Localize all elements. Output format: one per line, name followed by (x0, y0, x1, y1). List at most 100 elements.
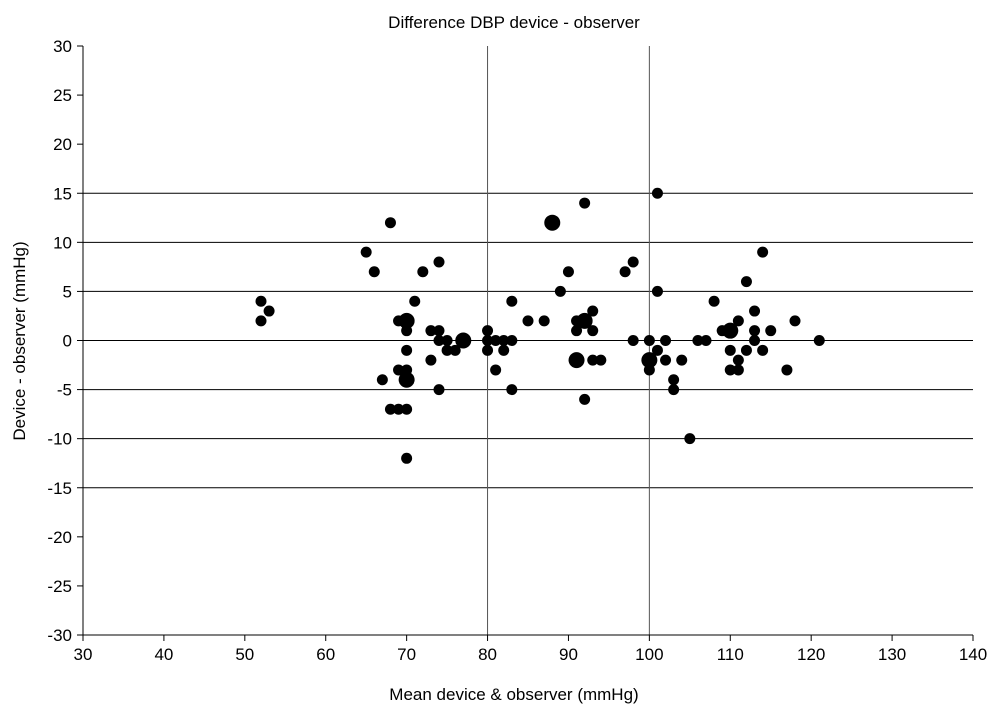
data-point (579, 393, 591, 405)
data-point (587, 325, 599, 337)
data-point (425, 325, 437, 337)
data-point (506, 335, 518, 346)
data-point (433, 256, 445, 268)
y-tick-label: -10 (47, 430, 72, 449)
data-point (724, 344, 736, 356)
y-tick-label: 20 (53, 135, 72, 154)
data-point (684, 433, 696, 445)
data-point (732, 364, 744, 376)
data-point (409, 295, 421, 307)
data-point (568, 352, 585, 369)
y-tick-label: 10 (53, 233, 72, 252)
data-point (651, 285, 663, 297)
x-tick-label: 120 (797, 645, 825, 664)
data-point (627, 256, 639, 268)
data-point (643, 364, 655, 376)
data-point (757, 246, 769, 258)
data-point (401, 403, 413, 415)
data-point (538, 315, 550, 327)
data-point (660, 354, 672, 366)
data-point (393, 364, 405, 376)
data-point (506, 295, 518, 307)
data-point (587, 354, 599, 366)
y-tick-label: 15 (53, 184, 72, 203)
data-point (781, 364, 793, 376)
x-tick-label: 140 (959, 645, 987, 664)
x-tick-label: 60 (316, 645, 335, 664)
x-tick-label: 110 (717, 645, 744, 664)
data-point (498, 335, 510, 346)
data-point (676, 354, 688, 366)
data-point (506, 384, 518, 396)
data-point (562, 266, 574, 278)
data-point (749, 305, 761, 317)
data-point (393, 403, 405, 415)
data-point (401, 452, 413, 464)
y-tick-label: 25 (53, 86, 72, 105)
data-point (401, 325, 413, 337)
data-point (482, 335, 494, 346)
data-point (740, 276, 752, 288)
y-tick-label: 30 (53, 37, 72, 56)
data-point (692, 335, 704, 346)
data-point (490, 364, 502, 376)
data-point (263, 305, 275, 317)
data-point (789, 315, 801, 327)
data-point (368, 266, 380, 278)
y-tick-label: -20 (47, 528, 72, 547)
data-point (757, 344, 769, 356)
data-point (441, 335, 453, 346)
points-layer (255, 187, 825, 464)
data-point (668, 374, 680, 386)
data-point (749, 335, 761, 346)
data-point (433, 325, 445, 337)
x-tick-label: 50 (235, 645, 254, 664)
y-tick-label: -5 (57, 381, 72, 400)
data-point (587, 305, 599, 317)
y-tick-label: -15 (47, 479, 72, 498)
data-point (765, 325, 777, 337)
data-point (441, 344, 453, 356)
data-point (522, 315, 534, 327)
y-tick-label: -30 (47, 626, 72, 645)
data-point (398, 371, 415, 388)
x-tick-label: 80 (478, 645, 497, 664)
data-point (398, 312, 415, 329)
data-point (482, 344, 494, 356)
data-point (641, 352, 658, 369)
data-point (576, 312, 593, 329)
data-point (544, 214, 561, 231)
y-tick-label: 5 (63, 282, 72, 301)
data-point (700, 335, 712, 346)
data-point (490, 335, 502, 346)
data-point (482, 325, 494, 337)
data-point (433, 335, 445, 346)
data-point (740, 344, 752, 356)
data-point (554, 285, 566, 297)
x-tick-label: 100 (635, 645, 663, 664)
data-point (724, 364, 736, 376)
data-point (660, 335, 672, 346)
x-axis-title: Mean device & observer (mmHg) (389, 685, 638, 704)
data-point (360, 246, 372, 258)
data-point (425, 354, 437, 366)
data-point (595, 354, 607, 366)
data-point (643, 335, 655, 346)
data-point (619, 266, 631, 278)
data-point (384, 217, 396, 229)
data-point (668, 384, 680, 396)
data-point (384, 403, 396, 415)
data-point (401, 344, 413, 356)
y-tick-label: 0 (63, 332, 72, 351)
data-point (571, 325, 583, 337)
data-point (417, 266, 429, 278)
x-tick-label: 40 (154, 645, 173, 664)
data-point (627, 335, 639, 346)
data-point (708, 295, 720, 307)
data-point (732, 315, 744, 327)
data-point (255, 295, 267, 307)
data-point (433, 384, 445, 396)
x-tick-label: 30 (74, 645, 93, 664)
data-point (732, 354, 744, 366)
